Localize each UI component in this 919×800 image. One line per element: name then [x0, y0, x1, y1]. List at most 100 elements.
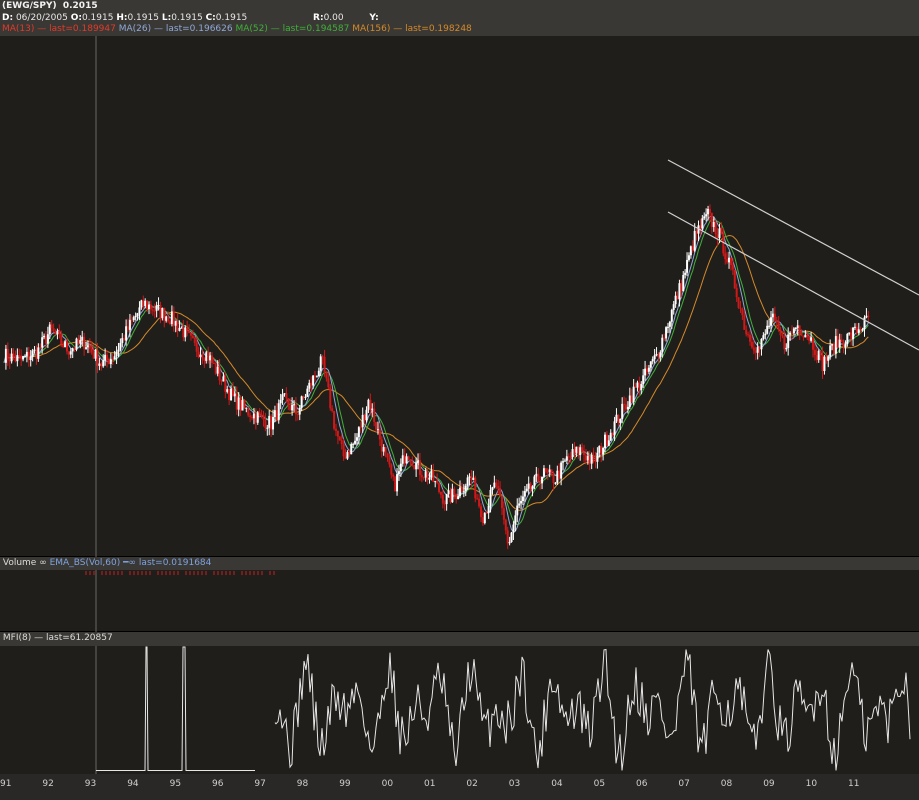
candle-body — [802, 335, 805, 338]
candle-body — [388, 457, 391, 465]
candle-body — [842, 342, 845, 348]
candle-body — [369, 399, 372, 411]
candle-body — [506, 530, 509, 544]
upper-trendline[interactable] — [667, 159, 919, 296]
candle-body — [83, 336, 86, 349]
candle-body — [483, 512, 486, 524]
lower-trendline[interactable] — [667, 211, 919, 351]
candle-body — [54, 331, 57, 335]
candle-body — [459, 487, 462, 497]
legend-ma52[interactable]: MA(52) — last=0.194587 — [235, 24, 350, 34]
mfi-panel-header: MFI(8) — last=61.20857 — [0, 632, 919, 646]
candle-body — [359, 427, 362, 429]
candle-body — [361, 414, 364, 428]
low-label: L: — [161, 13, 172, 23]
x-axis[interactable]: 91 92 93 94 95 96 97 98 99 00 01 02 03 04 05 06 07 08 09 10… — [0, 774, 919, 800]
candle-body — [607, 440, 610, 446]
candle-body — [312, 375, 315, 386]
candle-body — [283, 393, 286, 395]
infinity-icon: ∞ — [39, 558, 47, 568]
candle-body — [43, 335, 46, 338]
candle-body — [65, 341, 68, 352]
candle-body — [619, 418, 622, 423]
x-tick-label: 95 — [169, 779, 182, 789]
candle-body — [453, 488, 456, 495]
x-tick-label: 92 — [42, 779, 54, 789]
indicator-legend: MA(13) — last=0.189947 MA(26) — last=0.1… — [2, 24, 472, 35]
candle-body — [16, 355, 19, 362]
volume-indicator-name[interactable]: EMA_BS(Vol,60) — [49, 558, 121, 568]
mfi-line — [96, 646, 911, 771]
candle-body — [859, 329, 862, 331]
candle-body — [197, 351, 200, 358]
candle-body — [348, 452, 351, 455]
candle-body — [176, 321, 179, 331]
candle-body — [222, 376, 225, 382]
candle-body — [100, 363, 103, 367]
candle-body — [707, 208, 710, 215]
candle-body — [130, 319, 133, 321]
candle-body — [462, 491, 465, 493]
candle-body — [323, 356, 326, 373]
candle-body — [243, 399, 246, 409]
candle-body — [81, 336, 84, 341]
candle-body — [386, 452, 389, 458]
candle-body — [31, 350, 34, 357]
close-label: C: — [205, 13, 216, 23]
candle-body — [270, 415, 273, 430]
last-price: 0.2015 — [62, 1, 98, 11]
candle-body — [852, 327, 855, 339]
candle-body — [252, 413, 255, 419]
candle-body — [439, 491, 442, 495]
candle-body — [289, 405, 292, 411]
candle-body — [212, 362, 215, 364]
candle-body — [69, 351, 72, 355]
candle-body — [726, 259, 729, 263]
candle-body — [562, 461, 565, 463]
candle-body — [550, 469, 553, 473]
candle-body — [151, 309, 154, 311]
legend-ma13[interactable]: MA(13) — last=0.189947 — [2, 24, 116, 34]
candle-body — [161, 307, 164, 319]
x-tick-label: 08 — [720, 779, 733, 789]
x-tick-label: 00 — [381, 779, 394, 789]
legend-ma156[interactable]: MA(156) — last=0.198248 — [352, 24, 472, 34]
candle-body — [480, 506, 482, 518]
candle-body — [447, 490, 450, 495]
candle-body — [85, 347, 88, 349]
candle-body — [804, 334, 807, 338]
candle-body — [733, 269, 736, 289]
candle-body — [861, 329, 864, 331]
candle-body — [762, 335, 765, 339]
candle-body — [588, 456, 591, 464]
candle-body — [239, 397, 242, 411]
candle-body — [571, 449, 574, 458]
candle-body — [764, 333, 767, 336]
candle-body — [521, 496, 524, 501]
candle-body — [153, 310, 156, 312]
candle-body — [811, 337, 814, 350]
candle-body — [237, 397, 240, 410]
candle-body — [443, 503, 446, 505]
candle-body — [376, 429, 379, 431]
x-tick-label: 94 — [127, 779, 139, 789]
candle-body — [157, 305, 160, 307]
candle-body — [218, 366, 221, 381]
candle-body — [319, 356, 322, 371]
legend-ma26[interactable]: MA(26) — last=0.196626 — [118, 24, 233, 34]
candle-body — [783, 336, 786, 350]
infinity-icon: ━∞ — [123, 558, 137, 568]
candle-body — [189, 333, 192, 336]
mfi-label[interactable]: MFI(8) — [2, 633, 32, 643]
candle-body — [693, 230, 696, 251]
candle-body — [672, 304, 675, 310]
candle-body — [670, 309, 673, 322]
candle-body — [497, 486, 500, 489]
candle-body — [863, 317, 866, 330]
candle-body — [853, 326, 856, 328]
candle-body — [701, 218, 704, 229]
candle-body — [659, 352, 662, 357]
candle-body — [428, 477, 431, 480]
candle-body — [422, 477, 425, 479]
